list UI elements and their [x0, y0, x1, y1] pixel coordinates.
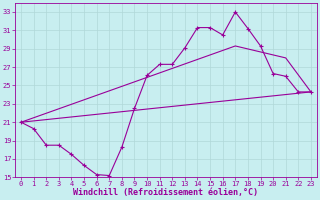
X-axis label: Windchill (Refroidissement éolien,°C): Windchill (Refroidissement éolien,°C) — [74, 188, 259, 197]
